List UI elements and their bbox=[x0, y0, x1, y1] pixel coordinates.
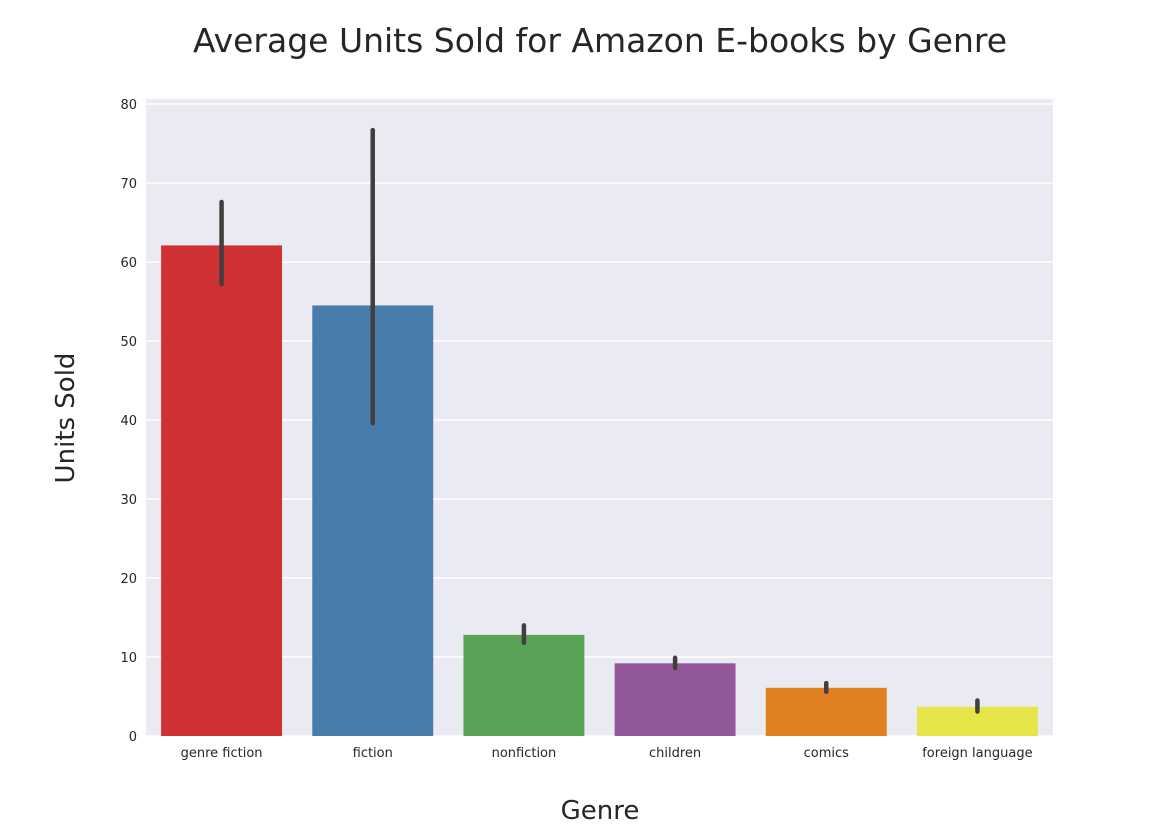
y-tick-label: 30 bbox=[120, 493, 137, 508]
bar-children bbox=[614, 663, 736, 736]
x-axis-ticks: genre fiction fiction nonfiction children co… bbox=[181, 746, 1033, 761]
y-tick-label: 80 bbox=[120, 98, 137, 113]
bar-genre-fiction bbox=[161, 245, 283, 736]
bar-nonfiction bbox=[463, 634, 585, 736]
y-tick-label: 50 bbox=[120, 335, 137, 350]
x-tick-label: nonfiction bbox=[492, 746, 557, 761]
gridlines bbox=[146, 103, 1053, 737]
y-tick-label: 70 bbox=[120, 177, 137, 192]
error-bars bbox=[219, 127, 980, 714]
x-tick-label: foreign language bbox=[922, 746, 1032, 761]
y-axis-label: Units Sold bbox=[51, 353, 81, 484]
bars bbox=[161, 245, 1038, 736]
x-tick-label: fiction bbox=[353, 746, 393, 761]
x-tick-label: genre fiction bbox=[181, 746, 263, 761]
bar-comics bbox=[765, 687, 887, 736]
chart-title: Average Units Sold for Amazon E-books by… bbox=[193, 21, 1007, 60]
y-tick-label: 10 bbox=[120, 651, 137, 666]
plot-area bbox=[146, 99, 1053, 736]
y-tick-label: 0 bbox=[129, 730, 137, 745]
y-tick-label: 20 bbox=[120, 572, 137, 587]
x-tick-label: children bbox=[649, 746, 701, 761]
x-tick-label: comics bbox=[804, 746, 850, 761]
y-axis-ticks: 0 10 20 30 40 50 60 70 80 bbox=[120, 98, 137, 745]
y-tick-label: 60 bbox=[120, 256, 137, 271]
x-axis-label: Genre bbox=[561, 796, 640, 826]
y-tick-label: 40 bbox=[120, 414, 137, 429]
